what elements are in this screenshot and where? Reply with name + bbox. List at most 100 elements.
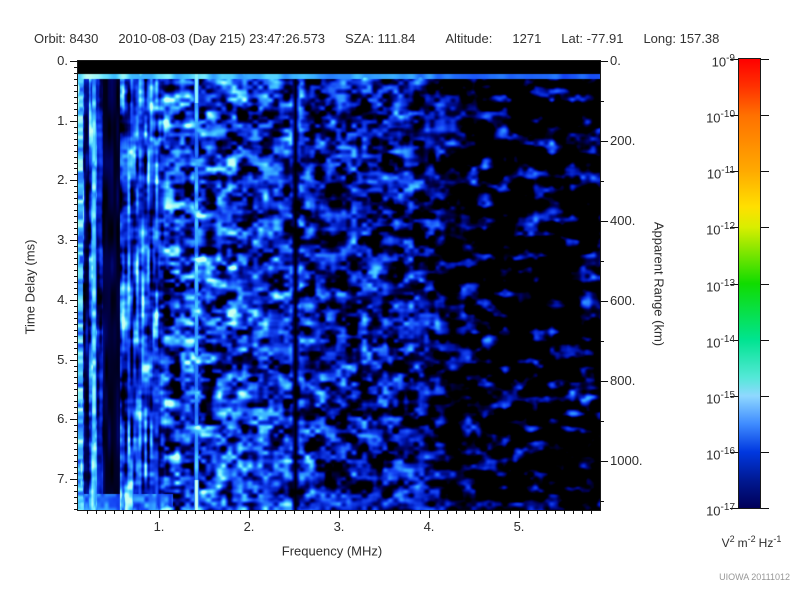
- range-axis-minor-tick: [600, 421, 604, 423]
- freq-axis-minor-tick: [258, 510, 259, 514]
- freq-axis-minor-tick: [573, 510, 574, 514]
- range-axis-tick-label: 600.: [610, 293, 636, 309]
- freq-axis-minor-tick: [330, 510, 331, 514]
- header-field: 2010-08-03 (Day 215) 23:47:26.573: [118, 31, 326, 46]
- colorbar-major-tick: [760, 283, 769, 285]
- colorbar-major-tick: [760, 508, 769, 509]
- colorbar: [738, 58, 761, 509]
- freq-axis-minor-tick: [564, 510, 565, 514]
- freq-axis-major-tick: [429, 510, 430, 518]
- time-axis-major-tick: [70, 419, 78, 421]
- range-axis-major-tick: [600, 61, 608, 62]
- freq-axis-minor-tick: [150, 510, 151, 514]
- freq-axis-tick-label: 1.: [153, 519, 165, 534]
- range-axis-tick-label: 200.: [610, 133, 636, 149]
- time-axis-tick-label: 6.: [57, 411, 68, 427]
- unit-part: Hz-1: [758, 534, 782, 550]
- freq-axis-minor-tick: [294, 510, 295, 514]
- right-axis-title: Apparent Range (km): [651, 221, 667, 347]
- credit-text: UIOWA 20111012: [719, 572, 790, 582]
- range-axis-major-tick: [600, 221, 608, 223]
- freq-axis-tick-label: 5.: [513, 519, 525, 534]
- x-axis-title: Frequency (MHz): [281, 543, 383, 559]
- freq-axis-minor-tick: [447, 510, 448, 514]
- colorbar-major-tick: [760, 171, 769, 173]
- header-field: 1271: [512, 31, 542, 46]
- range-axis-major-tick: [600, 301, 608, 303]
- freq-axis-minor-tick: [582, 510, 583, 514]
- unit-part: m-2: [737, 534, 756, 550]
- freq-axis-minor-tick: [123, 510, 124, 514]
- freq-axis-minor-tick: [501, 510, 502, 514]
- colorbar-tick-label: 10-17: [706, 502, 735, 519]
- header-field: Altitude:: [445, 31, 493, 46]
- header-info: Orbit: 8430 2010-08-03 (Day 215) 23:47:26…: [34, 31, 739, 46]
- colorbar-tick-label: 10-10: [706, 109, 735, 126]
- freq-axis-minor-tick: [357, 510, 358, 514]
- freq-axis-minor-tick: [456, 510, 457, 514]
- freq-axis-minor-tick: [267, 510, 268, 514]
- freq-axis-minor-tick: [375, 510, 376, 514]
- time-axis-major-tick: [70, 478, 78, 480]
- freq-axis-minor-tick: [384, 510, 385, 514]
- range-axis-major-tick: [600, 461, 608, 463]
- freq-axis-minor-tick: [348, 510, 349, 514]
- freq-axis-minor-tick: [402, 510, 403, 514]
- freq-axis-tick-label: 2.: [243, 519, 255, 534]
- freq-axis-minor-tick: [240, 510, 241, 514]
- colorbar-major-tick: [760, 451, 769, 453]
- freq-axis-minor-tick: [105, 510, 106, 514]
- time-axis-tick-label: 1.: [57, 112, 68, 128]
- freq-axis-minor-tick: [474, 510, 475, 514]
- freq-axis-minor-tick: [546, 510, 547, 514]
- time-axis-major-tick: [70, 299, 78, 301]
- freq-axis-minor-tick: [366, 510, 367, 514]
- range-axis-minor-tick: [600, 341, 604, 343]
- freq-axis-minor-tick: [222, 510, 223, 514]
- time-axis-tick-label: 5.: [57, 351, 68, 367]
- time-axis-tick-label: 7.: [57, 470, 68, 486]
- range-axis-minor-tick: [600, 261, 604, 263]
- freq-axis-minor-tick: [114, 510, 115, 514]
- freq-axis-minor-tick: [483, 510, 484, 514]
- time-axis-tick-label: 0.: [57, 53, 68, 68]
- range-axis-major-tick: [600, 381, 608, 383]
- freq-axis-minor-tick: [312, 510, 313, 514]
- freq-axis-tick-label: 4.: [423, 519, 435, 534]
- freq-axis-major-tick: [249, 510, 250, 518]
- range-axis-minor-tick: [600, 501, 604, 503]
- colorbar-major-tick: [760, 227, 769, 229]
- freq-axis-major-tick: [159, 510, 160, 518]
- freq-axis-minor-tick: [510, 510, 511, 514]
- freq-axis-major-tick: [339, 510, 340, 518]
- range-axis-minor-tick: [600, 101, 604, 103]
- header-field: SZA: 111.84: [345, 31, 416, 46]
- freq-axis-minor-tick: [177, 510, 178, 514]
- colorbar-tick-label: 10-14: [706, 333, 735, 350]
- freq-axis-minor-tick: [591, 510, 592, 514]
- time-axis-tick-label: 2.: [57, 172, 68, 188]
- freq-axis-minor-tick: [537, 510, 538, 514]
- freq-axis-minor-tick: [528, 510, 529, 514]
- colorbar-tick-label: 10-11: [706, 165, 735, 182]
- header-field: Orbit: 8430: [34, 31, 99, 46]
- time-axis-major-tick: [70, 359, 78, 361]
- spectrogram-image: [78, 61, 600, 510]
- freq-axis-minor-tick: [276, 510, 277, 514]
- freq-axis-minor-tick: [141, 510, 142, 514]
- unit-part: V2: [721, 534, 735, 550]
- range-axis-tick-label: 0.: [610, 53, 621, 68]
- freq-axis-minor-tick: [420, 510, 421, 514]
- colorbar-tick-label: 10-15: [706, 389, 735, 407]
- colorbar-tick-label: 10-9: [711, 53, 735, 70]
- range-axis-minor-tick: [600, 181, 604, 183]
- freq-axis-minor-tick: [186, 510, 187, 514]
- time-axis-major-tick: [70, 240, 78, 242]
- freq-axis-minor-tick: [168, 510, 169, 514]
- colorbar-tick-label: 10-13: [706, 277, 735, 294]
- range-axis-major-tick: [600, 141, 608, 143]
- freq-axis-minor-tick: [438, 510, 439, 514]
- freq-axis-minor-tick: [303, 510, 304, 514]
- header-field: Long: 157.38: [643, 31, 720, 46]
